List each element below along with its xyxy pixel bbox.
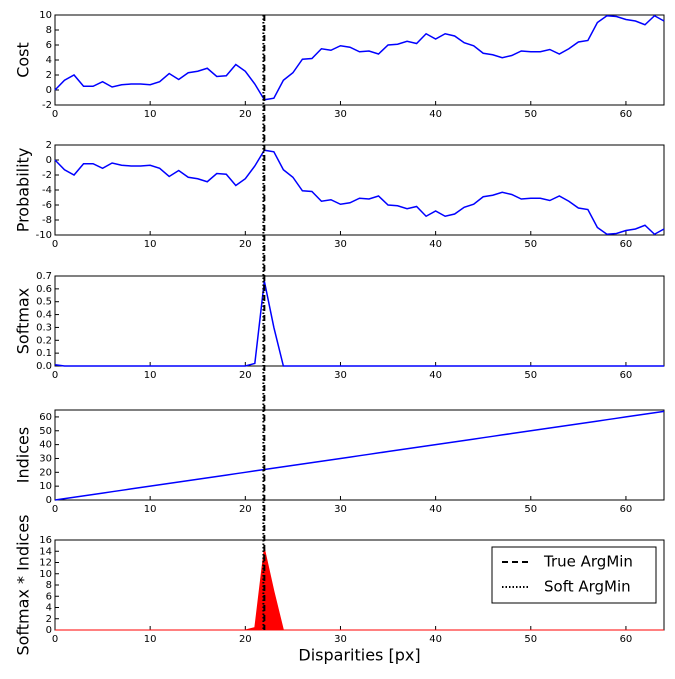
x-tick-label: 30 <box>334 634 347 645</box>
legend-box <box>491 546 657 604</box>
y-tick-label: 4 <box>46 603 52 614</box>
y-tick-label: 12 <box>39 558 52 569</box>
y-tick-label: 10 <box>39 569 52 580</box>
y-tick-label: 0.7 <box>36 271 52 282</box>
x-tick-label: 60 <box>620 634 633 645</box>
x-tick-label: 60 <box>620 109 633 120</box>
y-tick-label: 6 <box>46 591 52 602</box>
x-tick-label: 50 <box>524 239 537 250</box>
x-tick-label: 20 <box>239 109 252 120</box>
x-tick-label: 0 <box>52 504 58 515</box>
x-tick-label: 30 <box>334 109 347 120</box>
x-tick-label: 0 <box>52 239 58 250</box>
x-tick-label: 60 <box>620 239 633 250</box>
x-tick-label: 30 <box>334 370 347 381</box>
legend-label: True ArgMin <box>543 553 633 571</box>
x-tick-label: 20 <box>239 504 252 515</box>
x-tick-label: 10 <box>144 239 157 250</box>
y-tick-label: 0.1 <box>36 348 52 359</box>
x-tick-label: 10 <box>144 109 157 120</box>
legend-label: Soft ArgMin <box>544 578 631 596</box>
y-tick-label: 2 <box>46 614 52 625</box>
x-tick-label: 50 <box>524 370 537 381</box>
y-tick-label: 0 <box>46 495 52 506</box>
y-tick-label: 2 <box>46 140 52 151</box>
x-tick-label: 30 <box>334 504 347 515</box>
plot-frame <box>54 409 665 501</box>
y-tick-label: 6 <box>46 40 52 51</box>
x-tick-label: 60 <box>620 370 633 381</box>
y-axis-label: Cost <box>14 42 33 78</box>
plot-frame <box>54 144 665 236</box>
x-tick-label: 0 <box>52 634 58 645</box>
y-tick-label: 0.6 <box>36 284 52 295</box>
y-axis-label: Indices <box>14 427 33 483</box>
plot-frame <box>54 14 665 106</box>
x-tick-label: 10 <box>144 634 157 645</box>
y-tick-label: 20 <box>39 467 52 478</box>
y-tick-label: 0.3 <box>36 322 52 333</box>
x-tick-label: 40 <box>429 109 442 120</box>
line <box>54 14 665 101</box>
y-tick-label: 4 <box>46 55 52 66</box>
line <box>54 410 665 501</box>
line <box>54 280 664 367</box>
x-tick-label: 40 <box>429 504 442 515</box>
x-tick-label: 20 <box>239 634 252 645</box>
y-tick-label: 0.0 <box>36 361 52 372</box>
y-tick-label: -2 <box>42 170 52 181</box>
y-tick-label: 10 <box>39 10 52 21</box>
y-tick-label: 14 <box>39 546 52 557</box>
x-tick-label: 40 <box>429 239 442 250</box>
x-tick-label: 0 <box>52 370 58 381</box>
x-tick-label: 50 <box>524 504 537 515</box>
y-tick-label: 60 <box>39 412 52 423</box>
y-axis-label: Probability <box>14 148 33 233</box>
x-tick-label: 50 <box>524 109 537 120</box>
y-tick-label: 40 <box>39 440 52 451</box>
x-tick-label: 30 <box>334 239 347 250</box>
line <box>54 149 665 236</box>
y-tick-label: 30 <box>39 453 52 464</box>
y-tick-label: 2 <box>46 70 52 81</box>
y-tick-label: 0.4 <box>36 310 52 321</box>
y-tick-label: -2 <box>42 100 52 111</box>
y-tick-label: -6 <box>42 200 52 211</box>
y-tick-label: 8 <box>46 580 52 591</box>
x-tick-label: 50 <box>524 634 537 645</box>
x-tick-label: 0 <box>52 109 58 120</box>
y-axis-label: Softmax * Indices <box>14 514 33 655</box>
y-tick-label: 8 <box>46 25 52 36</box>
y-tick-label: 0.2 <box>36 335 52 346</box>
plot-frame <box>54 275 665 367</box>
x-axis-label: Disparities [px] <box>298 646 420 665</box>
x-tick-label: 20 <box>239 370 252 381</box>
y-axis-label: Softmax <box>14 288 33 354</box>
area <box>55 548 664 631</box>
x-tick-label: 10 <box>144 504 157 515</box>
x-tick-label: 60 <box>620 504 633 515</box>
y-tick-label: 0 <box>46 625 52 636</box>
y-tick-label: 50 <box>39 426 52 437</box>
y-tick-label: 16 <box>39 535 52 546</box>
y-tick-label: 0 <box>46 85 52 96</box>
y-tick-label: 0.5 <box>36 297 52 308</box>
y-tick-label: -4 <box>42 185 52 196</box>
x-tick-label: 20 <box>239 239 252 250</box>
y-tick-label: 0 <box>46 155 52 166</box>
y-tick-label: -10 <box>36 230 52 241</box>
x-tick-label: 10 <box>144 370 157 381</box>
x-tick-label: 40 <box>429 634 442 645</box>
y-tick-label: 10 <box>39 481 52 492</box>
y-tick-label: -8 <box>42 215 52 226</box>
x-tick-label: 40 <box>429 370 442 381</box>
